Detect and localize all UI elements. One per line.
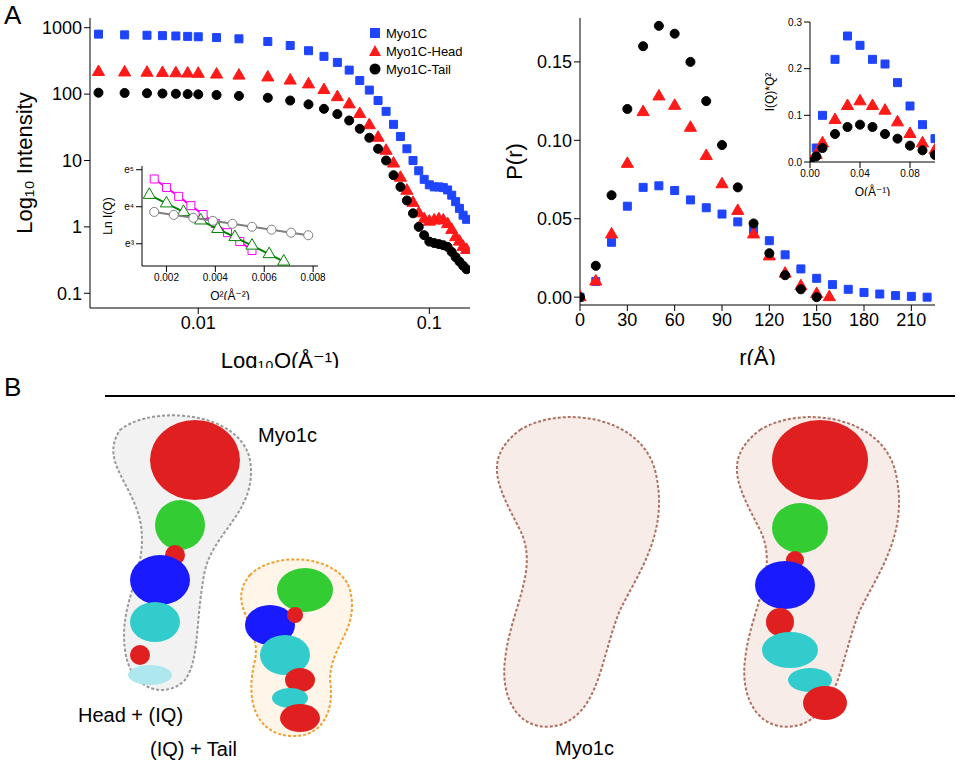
- html-text:A: A: [4, 0, 22, 30]
- svg-text:0.05: 0.05: [537, 209, 572, 229]
- svg-text:Myo1c: Myo1c: [555, 737, 614, 759]
- svg-text:120: 120: [754, 310, 784, 330]
- svg-text:0.00: 0.00: [537, 288, 572, 308]
- svg-text:0.10: 0.10: [537, 131, 572, 151]
- svg-text:0.008: 0.008: [301, 272, 326, 283]
- svg-text:0.1: 0.1: [417, 313, 442, 333]
- html-text:Myo1C-Head: Myo1C-Head: [386, 43, 463, 59]
- svg-text:150: 150: [802, 310, 832, 330]
- svg-text:0.3: 0.3: [788, 17, 802, 28]
- svg-text:0: 0: [575, 310, 585, 330]
- svg-text:0.006: 0.006: [252, 272, 277, 283]
- svg-text:Q²(Å⁻²): Q²(Å⁻²): [210, 288, 250, 300]
- svg-text:1: 1: [72, 217, 82, 237]
- html-text:Myo1C: Myo1C: [386, 25, 428, 41]
- svg-text:Log₁₀Q(Å⁻¹): Log₁₀Q(Å⁻¹): [221, 348, 340, 368]
- svg-text:e⁵: e⁵: [124, 164, 134, 175]
- svg-text:e⁴: e⁴: [124, 201, 134, 212]
- svg-text:Log₁₀ Intensity: Log₁₀ Intensity: [12, 92, 37, 233]
- svg-text:0.08: 0.08: [900, 168, 920, 179]
- svg-text:Ln I(Q): Ln I(Q): [101, 197, 115, 234]
- svg-text:0.0: 0.0: [788, 157, 802, 168]
- svg-text:e³: e³: [125, 238, 135, 249]
- svg-text:0.04: 0.04: [850, 168, 870, 179]
- svg-text:0.15: 0.15: [537, 52, 572, 72]
- svg-text:90: 90: [712, 310, 732, 330]
- svg-text:Q(Å⁻¹): Q(Å⁻¹): [855, 184, 891, 196]
- svg-text:0.00: 0.00: [800, 168, 820, 179]
- svg-text:60: 60: [665, 310, 685, 330]
- svg-text:180: 180: [849, 310, 879, 330]
- svg-text:10: 10: [62, 151, 82, 171]
- html-text:B: B: [4, 372, 22, 402]
- svg-text:0.004: 0.004: [203, 272, 228, 283]
- svg-text:100: 100: [52, 84, 82, 104]
- svg-text:30: 30: [617, 310, 637, 330]
- svg-text:Head + (IQ): Head + (IQ): [78, 704, 183, 726]
- svg-text:P(r): P(r): [502, 143, 527, 180]
- svg-text:Myo1c: Myo1c: [258, 424, 317, 446]
- html-text:Myo1C-Tail: Myo1C-Tail: [386, 61, 451, 77]
- svg-text:I(Q)*Q²: I(Q)*Q²: [763, 73, 777, 112]
- svg-text:(IQ) + Tail: (IQ) + Tail: [150, 738, 237, 760]
- svg-text:r(Å): r(Å): [739, 345, 776, 365]
- svg-text:210: 210: [896, 310, 926, 330]
- svg-text:0.2: 0.2: [788, 63, 802, 74]
- svg-text:1000: 1000: [42, 18, 82, 38]
- svg-text:0.01: 0.01: [181, 313, 216, 333]
- svg-text:0.1: 0.1: [57, 284, 82, 304]
- svg-text:0.1: 0.1: [788, 110, 802, 121]
- svg-text:0.002: 0.002: [154, 272, 179, 283]
